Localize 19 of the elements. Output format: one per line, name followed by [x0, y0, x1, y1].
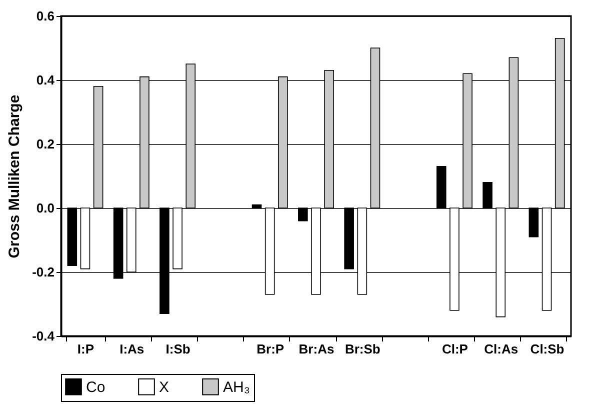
- legend-label: X: [159, 378, 170, 396]
- y-tick-label: 0.4: [36, 72, 56, 88]
- x-tick-label: Cl:As: [484, 342, 518, 356]
- x-tick-label: I:Sb: [166, 342, 190, 356]
- y-tick-label: 0.2: [36, 136, 54, 152]
- y-tick-label: 0.6: [36, 8, 54, 24]
- x-tick-label: I:P: [77, 342, 94, 356]
- legend-label: AH₃: [223, 378, 250, 396]
- y-tick-label: 0.0: [36, 200, 54, 216]
- x-tick-label: I:As: [120, 342, 144, 356]
- x-tick-label: Cl:P: [442, 342, 468, 356]
- y-tick-label: -0.2: [32, 264, 54, 280]
- legend-label: Co: [86, 378, 106, 396]
- x-tick-label: Cl:Sb: [530, 342, 564, 356]
- x-tick-label: Br:As: [298, 342, 334, 356]
- x-tick-label: Br:P: [256, 342, 284, 356]
- y-tick-label: -0.4: [32, 328, 56, 344]
- x-tick-label: Br:Sb: [344, 342, 380, 356]
- y-axis-title: Gross Mulliken Charge: [6, 94, 24, 258]
